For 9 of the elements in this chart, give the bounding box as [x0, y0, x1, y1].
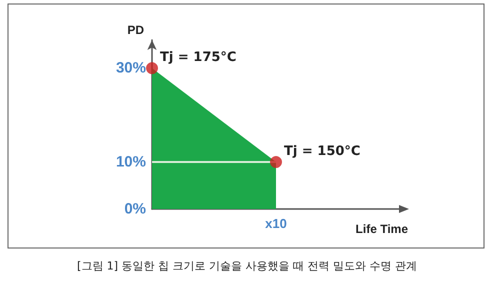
annotation: Tj = 175°C	[160, 50, 236, 66]
text: [그림 1] 동일한 칩 크기로 기술을 사용했을 때 전력 밀도와 수명 관계	[76, 260, 418, 272]
x-tick-label: x10	[265, 216, 287, 231]
y-tick-label: 30%	[116, 60, 146, 77]
y-tick-label: 0%	[124, 200, 146, 218]
y-axis-title: PD	[127, 23, 144, 37]
annotation: Tj = 150°C	[284, 144, 360, 160]
y-tick-label: 10%	[116, 154, 146, 171]
x-axis-title: Life Time	[356, 222, 408, 236]
